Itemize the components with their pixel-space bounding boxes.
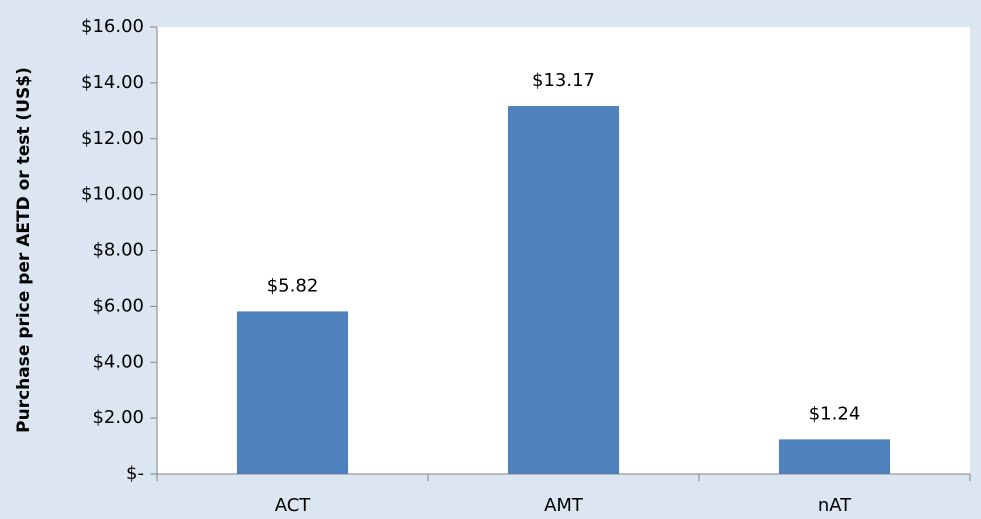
y-tick-label: $10.00 [81,184,144,205]
bar [778,439,891,474]
y-tick-label: $8.00 [92,240,144,261]
data-label: $1.24 [809,403,861,424]
y-tick-label: $16.00 [81,16,144,37]
x-tick-label: ACT [275,495,312,516]
y-tick-label: $14.00 [81,72,144,93]
bar [236,311,349,474]
y-tick-label: $6.00 [92,295,144,316]
y-tick-label: $2.00 [92,407,144,428]
data-label: $5.82 [267,275,319,296]
y-tick-label: $- [126,463,144,484]
data-label: $13.17 [532,70,595,91]
y-tick-label: $4.00 [92,351,144,372]
bar [507,106,620,475]
x-tick-label: nAT [818,495,852,516]
x-tick-label: AMT [544,495,584,516]
y-tick-label: $12.00 [81,128,144,149]
y-axis-label: Purchase price per AETD or test (US$) [14,67,34,433]
